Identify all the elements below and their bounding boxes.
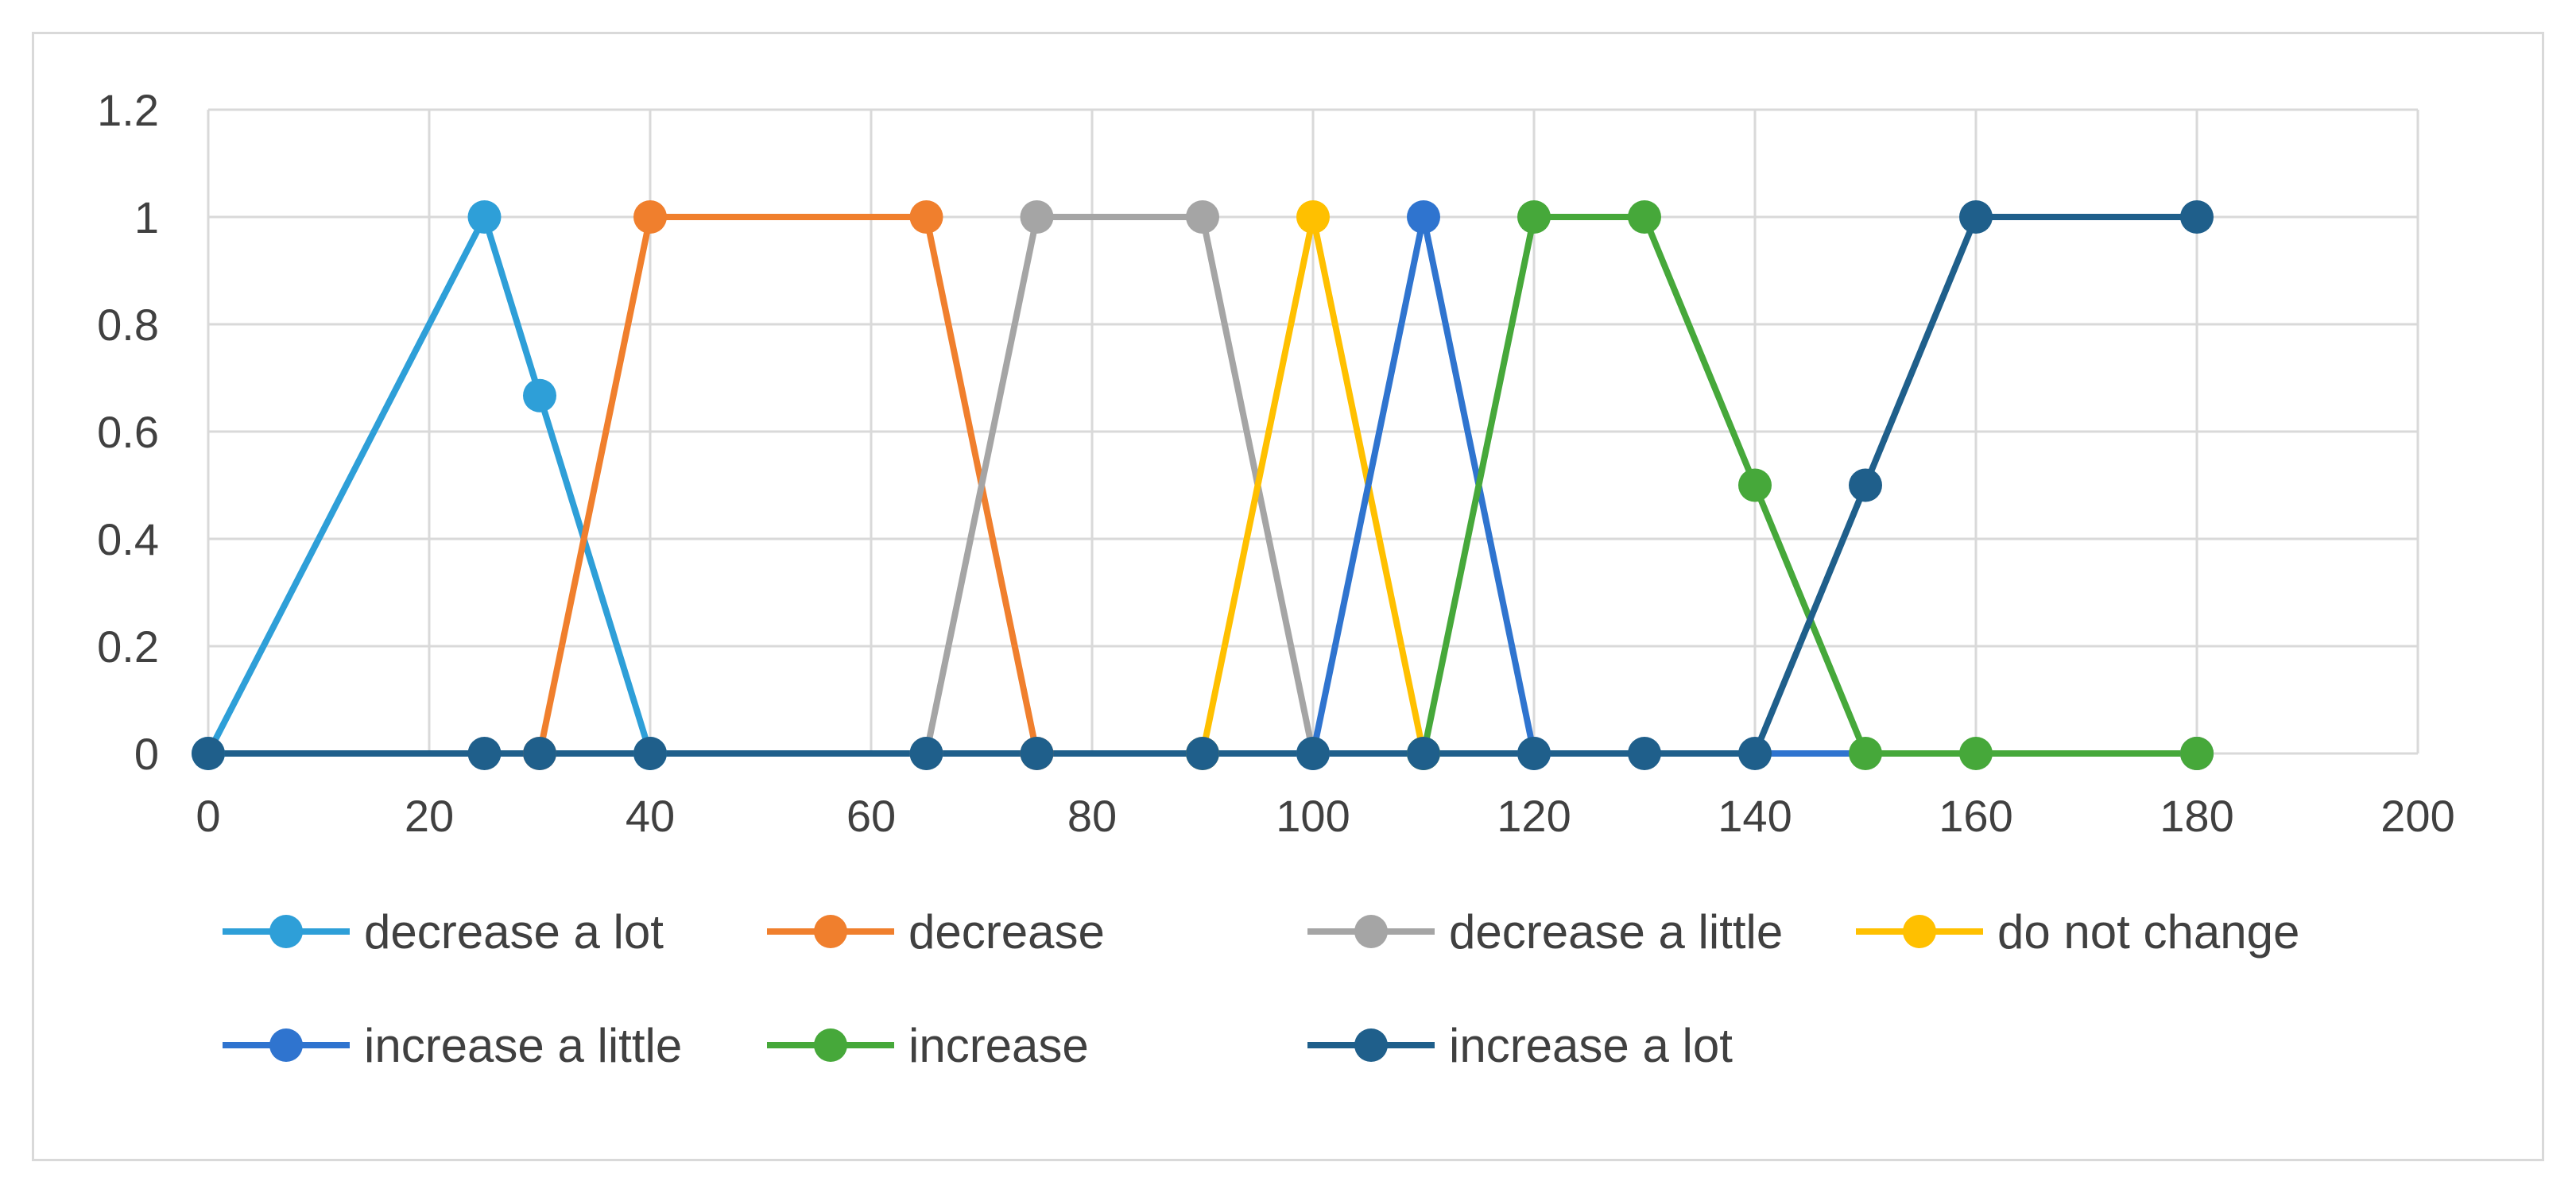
data-point [1738,468,1772,502]
data-point [633,200,667,234]
data-point [1407,200,1440,234]
y-tick-label: 1 [134,192,159,242]
data-point [1517,737,1551,770]
legend-marker [269,1028,303,1062]
legend-item: increase a little [223,1019,682,1072]
x-tick-label: 200 [2380,791,2454,841]
legend-label: do not change [1997,905,2299,959]
series-markers-increase-a-lot [192,200,2214,770]
data-point [467,200,502,234]
legend-item: decrease a lot [223,905,664,959]
data-point [1186,737,1219,770]
x-tick-label: 60 [846,791,896,841]
data-point [1186,200,1219,234]
legend-marker [1354,1028,1388,1062]
y-tick-label: 1.2 [97,85,159,135]
data-point [1959,737,1993,770]
x-tick-label: 160 [1939,791,2012,841]
series-markers-decrease-a-lot [192,200,2214,770]
legend-item: increase a lot [1307,1019,1733,1072]
data-point [1020,737,1054,770]
x-tick-label: 140 [1718,791,1792,841]
data-point [909,200,943,234]
series-layer [192,200,2214,770]
legend-label: increase a lot [1449,1019,1733,1072]
y-tick-label: 0.8 [97,300,159,350]
data-point [1296,200,1330,234]
legend-marker [1903,915,1936,948]
series-markers-do-not-change [1186,200,2214,770]
data-point [1738,737,1772,770]
data-point [467,737,502,770]
data-point [2180,737,2214,770]
axes: 0 0.2 0.4 0.6 0.8 1 1.2 0 20 40 60 80 100 120 140 160 18… [97,85,2455,841]
y-tick-label: 0.2 [97,622,159,672]
y-tick-label: 0 [134,729,159,779]
x-tick-label: 0 [196,791,220,841]
legend-label: decrease a little [1449,905,1783,959]
legend-marker [269,915,303,948]
series-markers-decrease-a-little [909,200,2214,770]
data-point [1849,737,1882,770]
legend-item: decrease [767,905,1105,959]
data-point [1628,737,1661,770]
data-point [1628,200,1661,234]
data-point [1849,468,1882,502]
series-markers-increase [1407,200,2214,770]
series-line-decrease-a-little [923,214,2200,757]
legend-marker [814,1028,847,1062]
series-line-do-not-change [1199,214,2200,757]
legend-item: increase [767,1019,1089,1072]
data-point [523,737,556,770]
legend-item: do not change [1856,905,2299,959]
x-tick-label: 20 [405,791,454,841]
series-line-increase [1420,214,2200,757]
legend-label: decrease a lot [364,905,664,959]
y-tick-label: 0.6 [97,407,159,457]
data-point [2180,200,2214,234]
data-point [1020,200,1054,234]
legend-label: decrease [908,905,1105,959]
data-point [633,737,667,770]
x-tick-label: 100 [1276,791,1350,841]
x-tick-label: 80 [1067,791,1117,841]
legend-item: decrease a little [1307,905,1783,959]
legend-marker [814,915,847,948]
data-point [1296,737,1330,770]
x-tick-label: 40 [626,791,675,841]
data-point [192,737,225,770]
x-tick-label: 180 [2160,791,2233,841]
data-point [909,737,943,770]
legend-label: increase [908,1019,1089,1072]
y-tick-label: 0.4 [97,514,159,564]
data-point [1407,737,1440,770]
legend-label: increase a little [364,1019,682,1072]
data-point [523,378,556,413]
series-line-decrease-a-lot [205,214,2200,757]
legend-marker [1354,915,1388,948]
data-point [1959,200,1993,234]
x-tick-label: 120 [1497,791,1571,841]
legend: decrease a lot decrease decrease a little d… [223,905,2299,1072]
data-point [1517,200,1551,234]
